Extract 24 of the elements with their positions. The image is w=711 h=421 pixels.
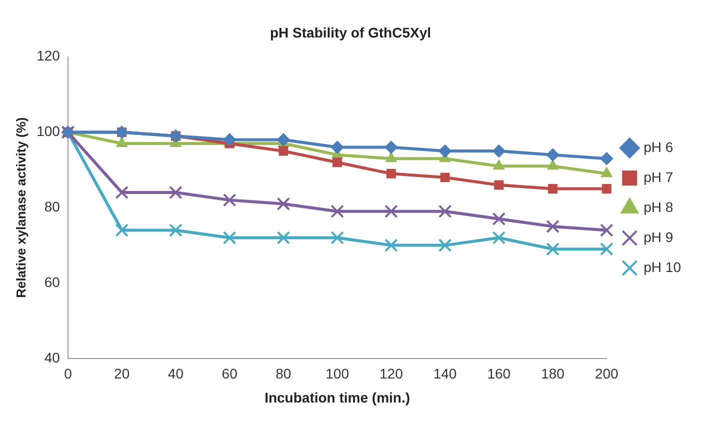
x-tick-label: 80 — [276, 366, 292, 382]
x-tick-label: 100 — [326, 366, 350, 382]
x-tick-label: 20 — [114, 366, 130, 382]
y-tick-label: 120 — [36, 48, 60, 64]
x-tick-label: 0 — [64, 366, 72, 382]
legend-label: pH 6 — [644, 138, 674, 155]
legend-label: pH 10 — [644, 258, 682, 275]
x-axis-title: Incubation time (min.) — [264, 389, 410, 406]
y-axis-title: Relative xylanase activity (%) — [13, 117, 28, 298]
legend-label: pH 9 — [644, 228, 674, 245]
chart-title: pH Stability of GthC5Xyl — [270, 24, 432, 40]
x-tick-label: 200 — [594, 366, 619, 382]
x-tick-label: 40 — [168, 366, 184, 382]
legend-label: pH 8 — [644, 198, 674, 215]
y-tick-label: 40 — [44, 349, 60, 366]
y-tick-label: 100 — [36, 123, 60, 140]
x-tick-label: 160 — [487, 366, 511, 382]
legend-label: pH 7 — [644, 168, 674, 185]
x-tick-label: 180 — [541, 366, 565, 382]
x-tick-label: 140 — [433, 366, 457, 382]
x-tick-label: 60 — [222, 366, 238, 382]
x-tick-label: 120 — [379, 366, 404, 382]
y-tick-label: 80 — [44, 198, 60, 214]
y-tick-label: 60 — [44, 274, 60, 290]
